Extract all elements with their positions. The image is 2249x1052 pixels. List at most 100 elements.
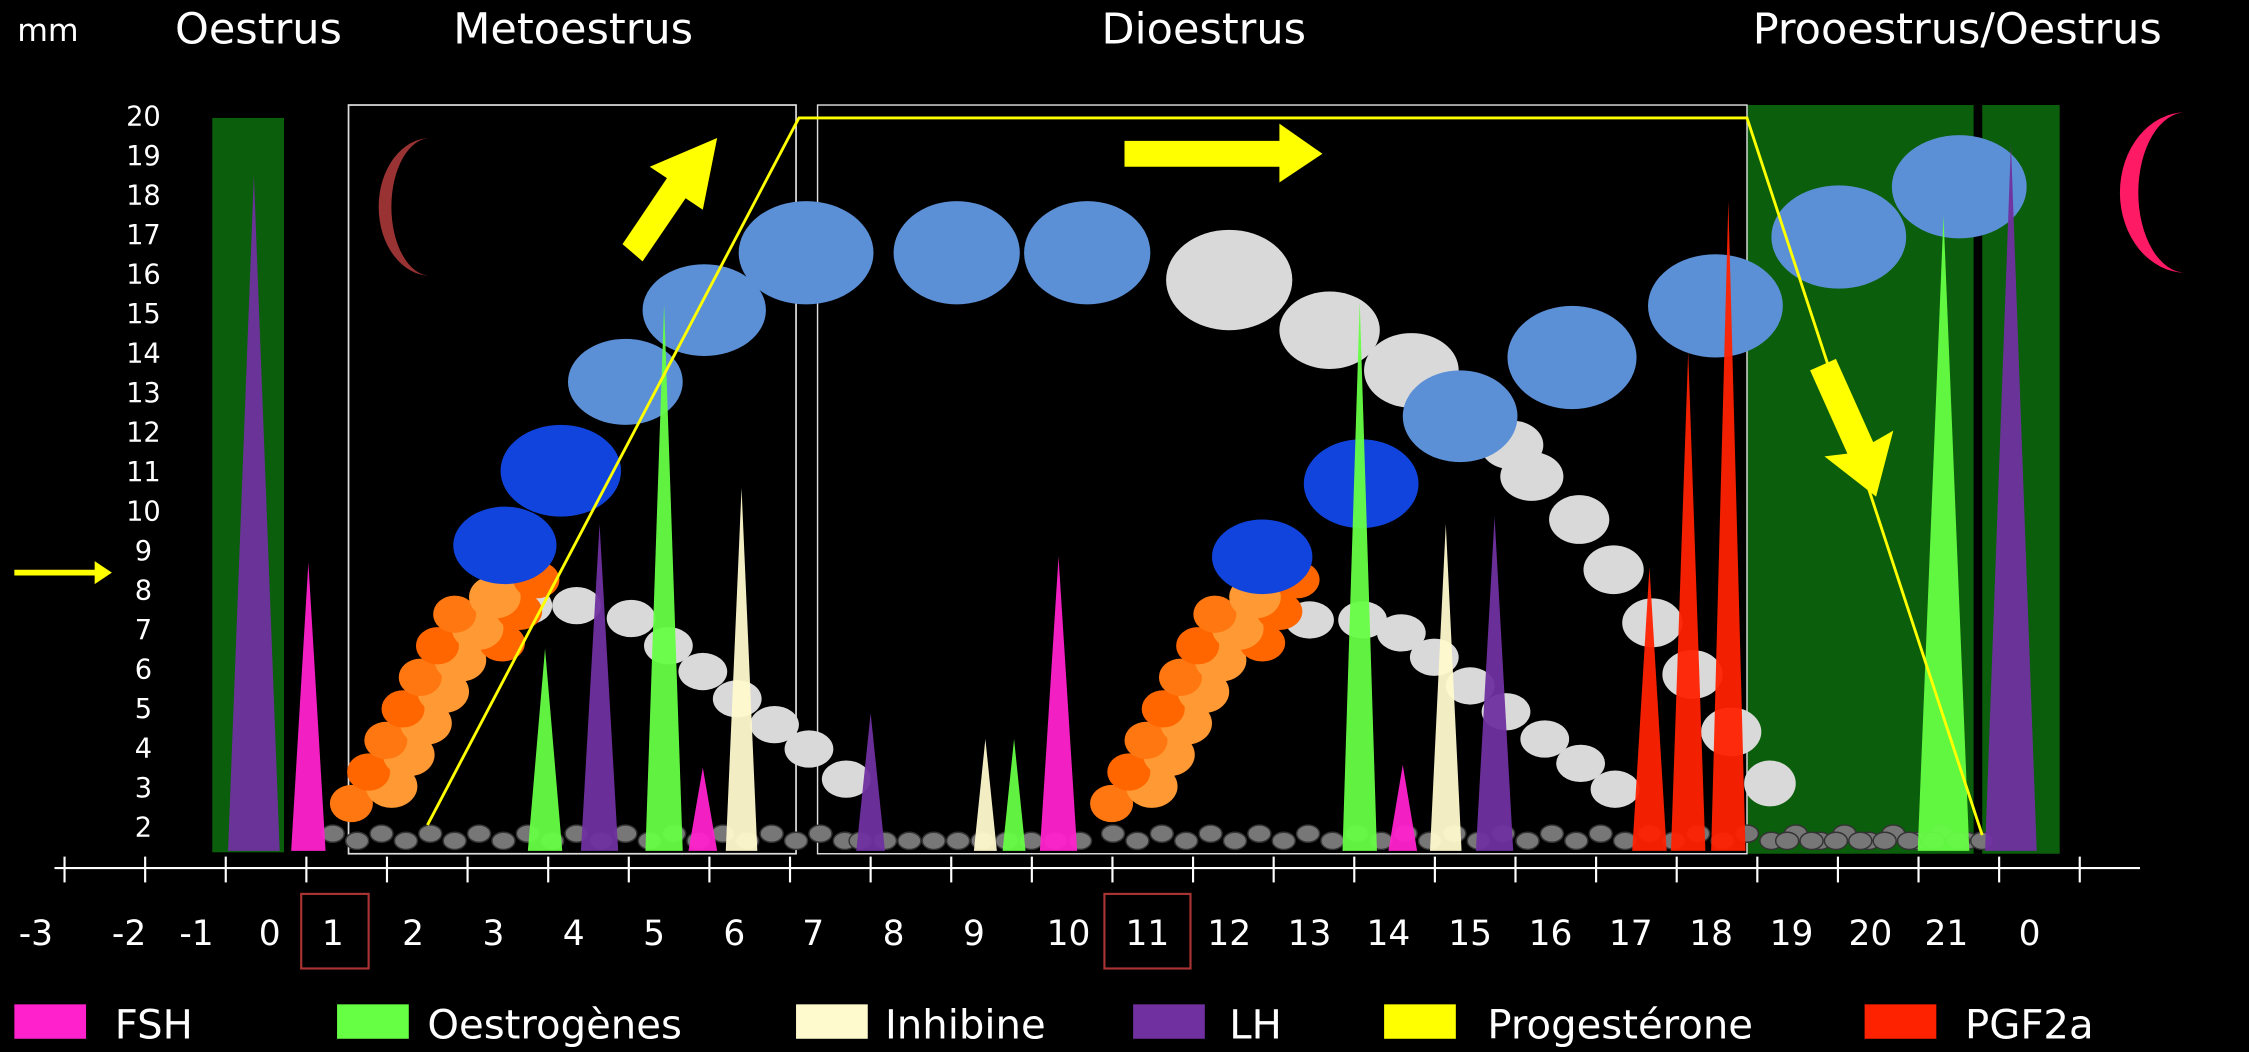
- dominant-follicle: [1024, 201, 1150, 304]
- small-follicle: [1248, 825, 1271, 842]
- legend-label: PGF2a: [1965, 1002, 2094, 1048]
- dominant-follicle: [1771, 185, 1906, 288]
- small-follicle: [898, 832, 921, 849]
- x-label: 16: [1529, 914, 1573, 954]
- y-label: 2: [135, 813, 152, 844]
- small-follicle: [1175, 832, 1198, 849]
- x-label: -3: [19, 914, 53, 954]
- y-label: 14: [126, 339, 161, 370]
- regressing-follicle: [1500, 452, 1563, 501]
- regressing-follicle: [785, 730, 834, 767]
- small-follicle: [1516, 832, 1539, 849]
- legend-label: Progestérone: [1487, 1002, 1753, 1048]
- phase-title: Prooestrus/Oestrus: [1753, 4, 2162, 54]
- x-label: 0: [2019, 914, 2041, 954]
- small-follicle: [1800, 832, 1823, 849]
- small-follicle: [922, 832, 945, 849]
- small-follicle: [1126, 832, 1149, 849]
- small-follicle: [1565, 832, 1588, 849]
- dominant-follicle: [1403, 370, 1518, 462]
- legend-swatch: [1133, 1004, 1205, 1038]
- x-label: 3: [482, 914, 504, 954]
- page: mm Oestrus Metoestrus Dioestrus Prooestrus/…: [0, 0, 2249, 1052]
- small-follicle: [1776, 832, 1799, 849]
- y-label: 12: [126, 418, 161, 449]
- regressing-follicle: [607, 600, 656, 637]
- phase-title: Oestrus: [175, 4, 342, 54]
- small-follicle: [809, 825, 832, 842]
- regressing-follicle: [1591, 771, 1640, 808]
- small-follicle: [1297, 825, 1320, 842]
- legend-label: Oestrogènes: [427, 1002, 681, 1048]
- x-label: 2: [402, 914, 424, 954]
- small-follicle: [468, 825, 491, 842]
- legend-swatch: [796, 1004, 868, 1038]
- dominant-follicle: [894, 201, 1020, 304]
- small-follicle: [394, 832, 417, 849]
- y-label: 15: [126, 299, 161, 330]
- x-label: 18: [1689, 914, 1733, 954]
- regressing-follicle: [1583, 545, 1643, 594]
- unit-label: mm: [17, 13, 78, 49]
- small-follicle: [785, 832, 808, 849]
- x-label: 9: [963, 914, 985, 954]
- x-label: 5: [643, 914, 665, 954]
- diagram: mm Oestrus Metoestrus Dioestrus Prooestrus/…: [0, 0, 2249, 1052]
- regressing-follicle: [1744, 761, 1796, 807]
- y-label: 7: [135, 615, 152, 646]
- dominant-follicle: [453, 507, 556, 584]
- legend-label: FSH: [115, 1002, 193, 1048]
- small-follicle: [346, 832, 369, 849]
- small-follicle: [370, 825, 393, 842]
- x-label: 1: [322, 914, 344, 954]
- small-follicle: [1223, 832, 1246, 849]
- x-label: 6: [723, 914, 745, 954]
- y-label: 4: [135, 734, 152, 765]
- small-follicle: [1321, 832, 1344, 849]
- regressing-follicle: [552, 587, 601, 624]
- small-follicle: [443, 832, 466, 849]
- small-follicle: [1824, 832, 1847, 849]
- regressing-follicle: [1166, 230, 1292, 330]
- y-label: 9: [135, 536, 152, 567]
- y-label: 20: [126, 101, 161, 132]
- small-follicle: [1150, 825, 1173, 842]
- x-label: 15: [1448, 914, 1492, 954]
- y-label: 8: [135, 576, 152, 607]
- y-label: 18: [126, 180, 161, 211]
- dominant-follicle: [1507, 306, 1636, 409]
- dominant-follicle: [1892, 135, 2027, 238]
- x-label: 11: [1126, 914, 1170, 954]
- x-label: 12: [1207, 914, 1251, 954]
- dominant-follicle: [501, 425, 621, 517]
- y-label: 11: [126, 457, 161, 488]
- regressing-follicle: [1279, 291, 1379, 368]
- small-follicle: [492, 832, 515, 849]
- phase-title: Metoestrus: [453, 4, 693, 54]
- phase-titles: Oestrus Metoestrus Dioestrus Prooestrus/Oes…: [175, 4, 2162, 54]
- phase-title: Dioestrus: [1102, 4, 1307, 54]
- y-label: 17: [126, 220, 161, 251]
- y-label: 16: [126, 259, 161, 290]
- small-follicle: [419, 825, 442, 842]
- legend-label: LH: [1229, 1002, 1282, 1048]
- small-follicle: [1272, 832, 1295, 849]
- legend-swatch: [337, 1004, 409, 1038]
- small-follicle: [1540, 825, 1563, 842]
- x-label: 8: [883, 914, 905, 954]
- dominant-follicle: [1212, 520, 1312, 595]
- x-label: 14: [1367, 914, 1411, 954]
- small-follicle: [1199, 825, 1222, 842]
- x-label: 13: [1288, 914, 1332, 954]
- small-follicle: [947, 832, 970, 849]
- x-label: -2: [112, 914, 146, 954]
- y-label: 19: [126, 141, 161, 172]
- small-follicle: [1873, 832, 1896, 849]
- y-label: 3: [135, 773, 152, 804]
- regressing-follicle: [678, 653, 727, 690]
- legend-swatch: [1865, 1004, 1937, 1038]
- small-follicle: [1849, 832, 1872, 849]
- x-label: -1: [179, 914, 213, 954]
- small-follicle: [1898, 832, 1921, 849]
- legend-label: Inhibine: [885, 1002, 1046, 1048]
